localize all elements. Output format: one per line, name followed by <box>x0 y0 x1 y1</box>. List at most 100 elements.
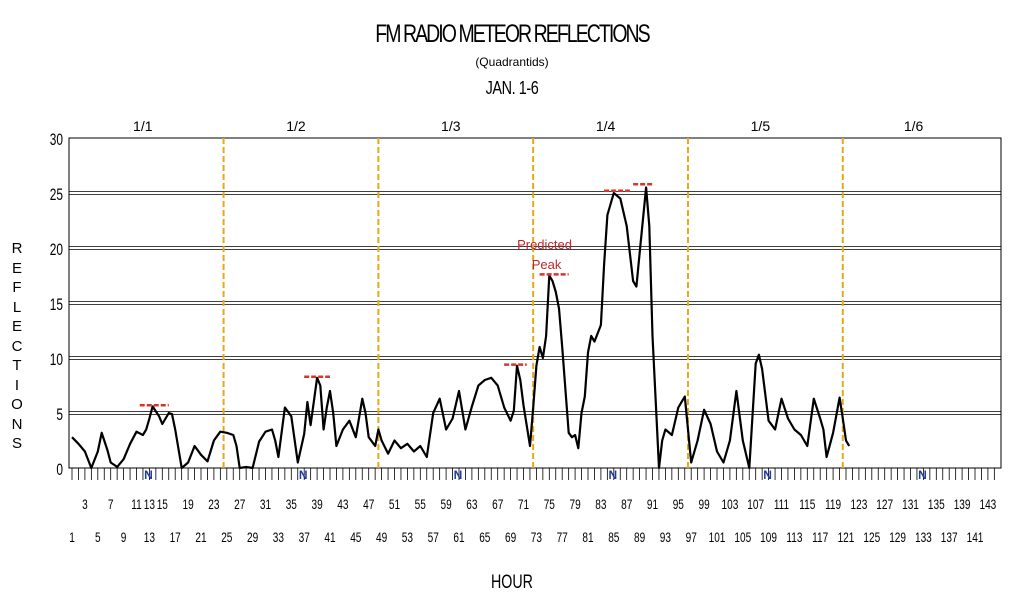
x-tick-label: 37 <box>299 529 310 545</box>
x-tick-label: 103 <box>721 496 738 512</box>
y-axis-label-letter: O <box>11 396 23 413</box>
x-tick-label: 47 <box>363 496 374 512</box>
x-tick-label: 55 <box>415 496 426 512</box>
x-tick-label: 49 <box>376 529 387 545</box>
x-tick-label: 87 <box>621 496 632 512</box>
chart-date-range: JAN. 1-6 <box>485 78 539 98</box>
day-label: 1/1 <box>133 118 153 134</box>
series-line <box>71 186 851 470</box>
x-tick-label: 51 <box>389 496 400 512</box>
x-tick-label: 83 <box>595 496 606 512</box>
x-tick-label: 79 <box>569 496 580 512</box>
x-tick-label: 73 <box>531 529 542 545</box>
x-tick-label: 119 <box>825 496 841 512</box>
x-tick-label: 115 <box>799 496 815 512</box>
x-tick-label: 141 <box>967 529 984 545</box>
day-label: 1/5 <box>751 118 771 134</box>
annotation-text: Predicted <box>517 237 572 252</box>
x-tick-label: 127 <box>876 496 893 512</box>
x-tick-label: 67 <box>492 496 503 512</box>
x-tick-label: 111 <box>774 496 789 512</box>
y-tick-label: 30 <box>50 131 63 150</box>
y-axis-label-letter: E <box>11 318 22 335</box>
noon-marker: N <box>763 468 772 482</box>
y-axis-label-letter: I <box>14 376 20 394</box>
x-tick-label: 1 <box>69 529 75 545</box>
x-tick-label: 143 <box>979 496 996 512</box>
x-tick-label: 139 <box>954 496 971 512</box>
x-tick-label: 107 <box>747 496 764 512</box>
x-tick-label: 35 <box>286 496 297 512</box>
x-tick-label: 123 <box>850 496 867 512</box>
x-tick-label: 109 <box>760 529 777 545</box>
x-tick-label: 81 <box>582 529 593 545</box>
x-tick-label: 43 <box>337 496 348 512</box>
y-tick-label: 20 <box>50 241 63 260</box>
x-tick-label: 71 <box>518 496 529 512</box>
noon-marker: N <box>918 468 927 482</box>
y-axis-label-letter: R <box>11 240 23 257</box>
x-tick-label: 17 <box>170 529 181 545</box>
noon-marker: N <box>144 468 153 482</box>
x-tick-label: 27 <box>234 496 245 512</box>
x-tick-label: 41 <box>324 529 335 545</box>
x-tick-label: 45 <box>350 529 361 545</box>
x-tick-label: 63 <box>466 496 477 512</box>
y-tick-label: 0 <box>56 461 63 480</box>
x-tick-label: 117 <box>812 529 828 545</box>
x-tick-label: 125 <box>863 529 880 545</box>
y-tick-label: 15 <box>50 296 63 315</box>
y-tick-label: 25 <box>50 186 63 205</box>
y-axis-label-letter: S <box>11 435 22 452</box>
x-tick-label: 3 <box>82 496 88 512</box>
noon-marker: N <box>608 468 617 482</box>
x-tick-label: 31 <box>260 496 271 512</box>
x-tick-label: 13 <box>144 496 155 512</box>
x-tick-label: 75 <box>544 496 555 512</box>
x-tick-label: 9 <box>121 529 127 545</box>
x-tick-label: 101 <box>709 529 726 545</box>
x-tick-label: 19 <box>182 496 193 512</box>
x-tick-label: 21 <box>195 529 206 545</box>
x-tick-label: 57 <box>428 529 439 545</box>
x-tick-label: 89 <box>634 529 645 545</box>
x-tick-label: 99 <box>698 496 709 512</box>
chart-subtitle: (Quadrantids) <box>475 55 549 69</box>
y-tick-label: 5 <box>56 406 63 425</box>
x-tick-label: 29 <box>247 529 258 545</box>
x-tick-label: 7 <box>108 496 114 512</box>
y-axis-label-letter: L <box>12 298 22 316</box>
x-tick-label: 33 <box>273 529 284 545</box>
x-tick-label: 97 <box>686 529 697 545</box>
y-axis-label-letter: N <box>11 415 23 433</box>
x-tick-label: 135 <box>928 496 945 512</box>
x-tick-label: 15 <box>157 496 168 512</box>
x-tick-label: 13 <box>144 529 155 545</box>
y-axis-label-letter: E <box>11 259 22 277</box>
x-tick-label: 23 <box>208 496 219 512</box>
y-axis-label-letter: T <box>12 357 22 374</box>
noon-marker: N <box>299 468 308 482</box>
day-label: 1/4 <box>596 118 616 134</box>
day-label: 1/2 <box>286 118 306 134</box>
x-tick-label: 53 <box>402 529 413 545</box>
x-tick-label: 85 <box>608 529 619 545</box>
x-tick-label: 113 <box>786 529 802 545</box>
x-tick-label: 93 <box>660 529 671 545</box>
x-tick-label: 105 <box>734 529 751 545</box>
x-tick-label: 59 <box>440 496 451 512</box>
x-tick-label: 137 <box>941 529 958 545</box>
plot-frame <box>68 137 1002 469</box>
chart-title: FM RADIO METEOR REFLECTIONS <box>375 20 650 48</box>
x-tick-label: 61 <box>453 529 464 545</box>
x-tick-label: 5 <box>95 529 101 545</box>
day-label: 1/6 <box>904 118 924 134</box>
x-tick-label: 39 <box>311 496 322 512</box>
x-tick-label: 133 <box>915 529 932 545</box>
x-tick-label: 25 <box>221 529 232 545</box>
x-tick-label: 69 <box>505 529 516 545</box>
noon-marker: N <box>454 468 463 482</box>
annotation-text: Peak <box>532 257 562 272</box>
